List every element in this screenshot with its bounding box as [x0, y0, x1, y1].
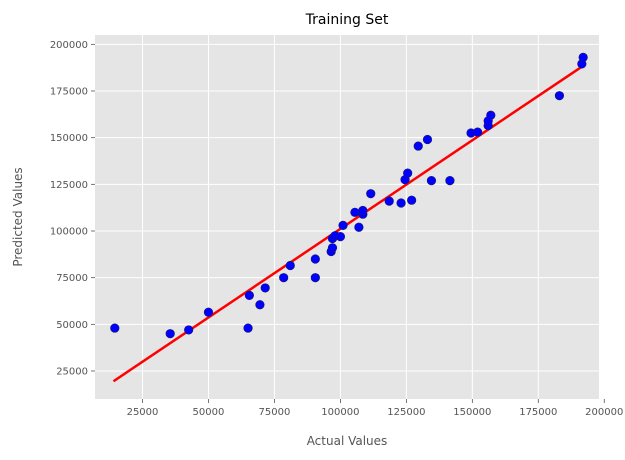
data-point: [486, 110, 496, 120]
data-point: [335, 232, 346, 242]
x-tick-label: 200000: [585, 407, 623, 418]
grid-lines: [95, 35, 605, 399]
data-point: [327, 243, 338, 253]
data-point: [403, 168, 413, 178]
data-point: [422, 134, 433, 145]
y-tick-label: 175000: [50, 87, 88, 98]
data-point: [243, 323, 253, 333]
data-point: [413, 141, 423, 151]
x-axis-title: Actual Values: [307, 434, 388, 448]
x-tick-label: 100000: [321, 407, 359, 418]
y-axis-title: Predicted Values: [11, 167, 25, 266]
data-point: [366, 189, 376, 199]
y-tick-label: 200000: [50, 40, 88, 51]
x-tick-label: 125000: [387, 407, 425, 418]
data-point: [358, 205, 368, 216]
y-axis-ticks: 25000 50000 75000 100000 125000 150000 175000 2…: [50, 40, 95, 378]
y-tick-label: 50000: [56, 320, 88, 331]
data-point: [578, 52, 588, 63]
data-point: [445, 176, 455, 186]
data-point: [310, 254, 320, 264]
data-point: [244, 290, 254, 301]
data-point: [110, 323, 120, 333]
y-tick-label: 150000: [50, 133, 88, 144]
y-tick-label: 75000: [56, 273, 88, 284]
data-point: [396, 198, 406, 208]
data-point: [554, 91, 565, 101]
x-tick-label: 75000: [259, 407, 291, 418]
y-tick-label: 25000: [56, 367, 88, 378]
data-point: [338, 220, 348, 230]
data-point: [255, 300, 265, 310]
data-point: [350, 207, 360, 217]
data-point: [165, 329, 175, 339]
data-point: [184, 325, 194, 335]
data-point: [354, 222, 364, 232]
y-tick-label: 125000: [50, 180, 88, 191]
x-tick-label: 50000: [193, 407, 225, 418]
data-point: [407, 195, 417, 205]
x-tick-label: 150000: [453, 407, 491, 418]
data-point: [285, 260, 295, 271]
y-tick-label: 100000: [50, 227, 88, 238]
chart-title: Training Set: [305, 12, 389, 28]
data-point: [279, 273, 289, 283]
x-axis-ticks: 25000 50000 75000 100000 125000 150000 175000 2…: [127, 399, 623, 418]
x-tick-label: 25000: [127, 407, 159, 418]
data-point: [473, 127, 483, 137]
data-point: [260, 283, 270, 293]
data-point: [203, 307, 214, 317]
data-point: [310, 273, 320, 283]
x-tick-label: 175000: [519, 407, 557, 418]
data-point: [384, 196, 394, 206]
data-point: [426, 176, 437, 186]
data-points: [110, 52, 588, 339]
